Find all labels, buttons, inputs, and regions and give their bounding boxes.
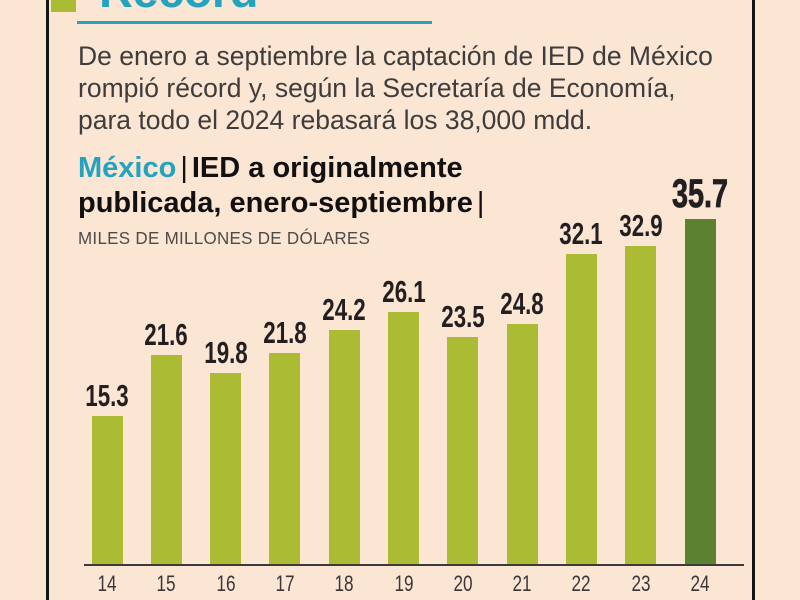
bar xyxy=(447,337,479,564)
bar xyxy=(210,373,242,564)
chart-title-text-1: IED a originalmente xyxy=(191,152,463,184)
bar-value-label: 26.1 xyxy=(381,274,426,309)
bar-value-label: 21.8 xyxy=(263,315,307,350)
chart-title-separator-2: | xyxy=(476,187,485,219)
x-axis-label: 22 xyxy=(571,571,591,596)
chart-title-separator: | xyxy=(180,152,188,184)
bar-value-label: 35.7 xyxy=(671,172,729,216)
x-axis-label: 16 xyxy=(216,571,236,596)
title-bullet xyxy=(51,0,76,12)
chart-units-label: MILES DE MILLONES DE DÓLARES xyxy=(78,228,371,248)
chart-title-line-1: México | IED a originalmente xyxy=(78,151,488,186)
chart-title: México | IED a originalmente publicada, en… xyxy=(78,151,488,221)
bar-value-label: 24.2 xyxy=(322,292,366,327)
x-axis-label: 20 xyxy=(453,571,473,596)
bar xyxy=(269,353,301,564)
chart-title-accent: México xyxy=(78,152,177,184)
frame-right-line xyxy=(752,0,755,600)
title-underline xyxy=(77,21,432,24)
bar xyxy=(684,219,716,564)
x-axis-label: 14 xyxy=(97,571,117,596)
bar-value-label: 21.6 xyxy=(144,317,189,352)
bar-value-label: 32.1 xyxy=(559,216,604,251)
x-axis-line xyxy=(84,564,744,566)
bar xyxy=(388,312,419,564)
bar xyxy=(328,330,360,564)
x-axis-label: 15 xyxy=(156,571,176,596)
bar-value-label: 23.5 xyxy=(441,299,485,334)
x-axis-label: 21 xyxy=(512,571,532,596)
x-axis-label: 23 xyxy=(631,571,651,596)
intro-line-3: para todo el 2024 rebasará los 38,000 md… xyxy=(78,105,593,135)
x-axis-label: 18 xyxy=(334,571,354,596)
bar-value-label: 19.8 xyxy=(203,335,248,370)
bar xyxy=(625,246,657,564)
x-axis-label: 19 xyxy=(393,571,414,596)
bar-value-label: 32.9 xyxy=(618,208,663,243)
chart-title-text-2: publicada, enero-septiembre xyxy=(78,187,473,219)
x-axis-label: 17 xyxy=(275,571,295,596)
page-title: Récord xyxy=(99,0,258,16)
intro-line-2: rompió récord y, según la Secretaría de … xyxy=(78,73,676,103)
bar-value-label: 15.3 xyxy=(85,378,129,413)
x-axis-label: 24 xyxy=(690,571,710,596)
chart-title-line-2: publicada, enero-septiembre | xyxy=(78,186,488,221)
intro-paragraph: De enero a septiembre la captación de IE… xyxy=(78,40,758,136)
intro-line-1: De enero a septiembre la captación de IE… xyxy=(78,41,713,71)
bar xyxy=(91,416,123,564)
bar-value-label: 24.8 xyxy=(500,286,544,321)
bar xyxy=(150,355,182,564)
bar xyxy=(565,254,597,564)
frame-left-line xyxy=(46,0,49,600)
bar xyxy=(506,324,538,564)
